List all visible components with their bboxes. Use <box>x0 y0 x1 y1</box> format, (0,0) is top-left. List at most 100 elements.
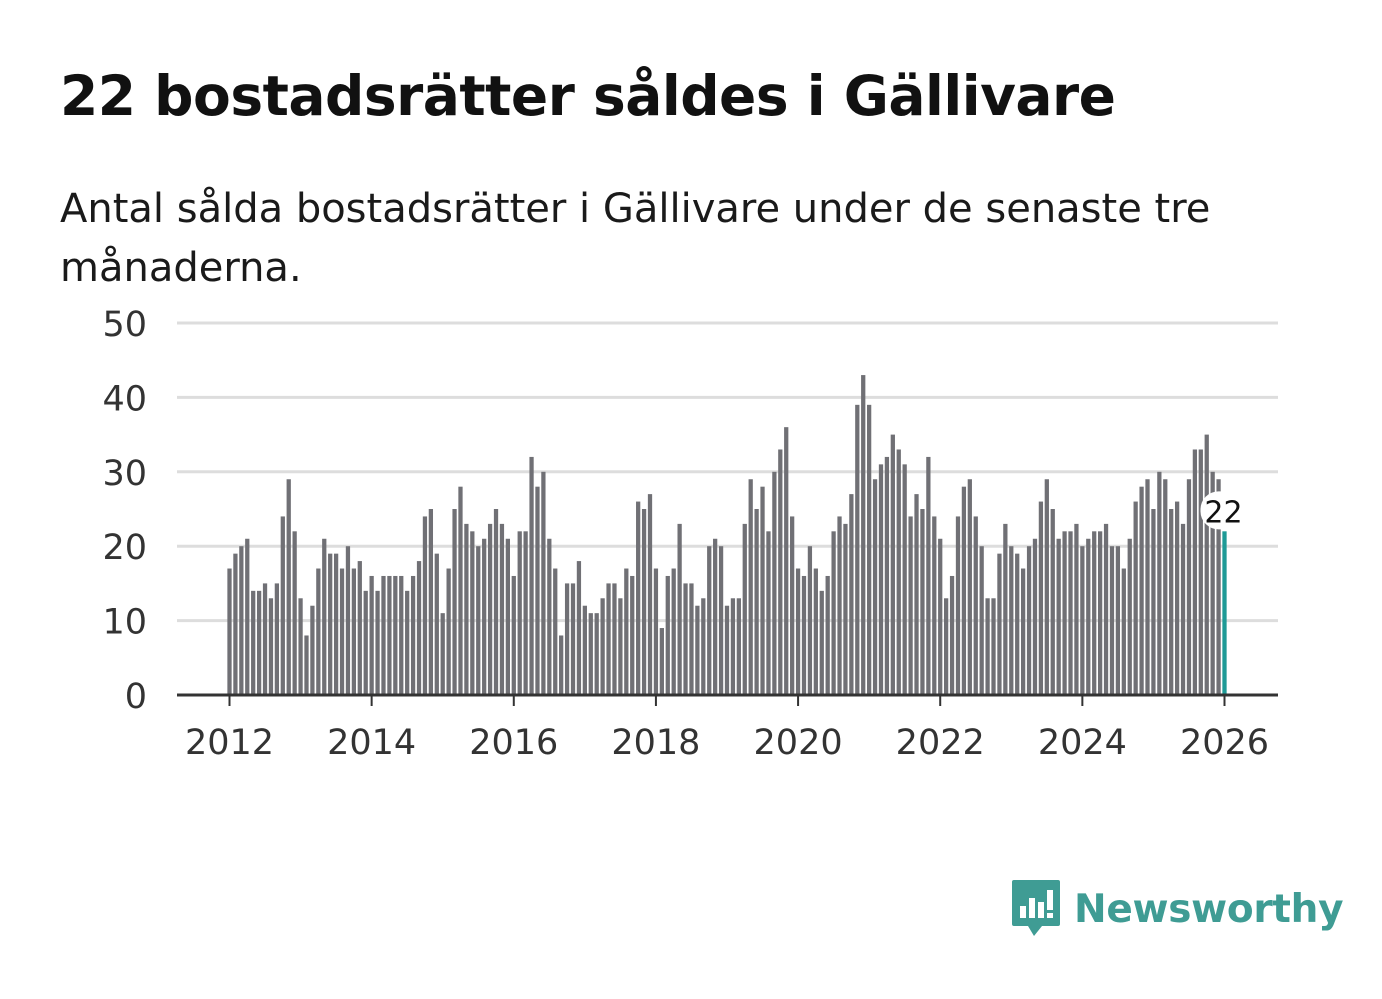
bar <box>582 605 587 695</box>
bar <box>245 538 250 695</box>
bar <box>961 486 967 695</box>
bar <box>529 456 534 695</box>
bar <box>724 605 730 695</box>
y-tick-label: 20 <box>102 528 147 568</box>
bar <box>872 479 878 695</box>
bar <box>795 568 801 695</box>
bar <box>1216 479 1221 695</box>
bar <box>843 523 848 695</box>
bar <box>256 590 262 695</box>
bar <box>434 553 439 695</box>
bar <box>286 479 291 695</box>
bar <box>1210 471 1215 695</box>
bar <box>553 568 558 695</box>
y-tick-label: 30 <box>102 454 147 494</box>
bar <box>416 561 422 695</box>
bar <box>458 486 463 695</box>
bar <box>878 464 884 695</box>
bar <box>949 575 955 695</box>
x-tick-label: 2022 <box>896 723 985 763</box>
bar <box>1174 501 1180 695</box>
bar <box>985 598 990 695</box>
bar <box>328 553 333 695</box>
bar <box>470 531 475 695</box>
bar <box>339 568 345 695</box>
x-tick-label: 2014 <box>327 723 416 763</box>
bar <box>760 486 765 695</box>
bar <box>239 546 244 695</box>
bar <box>570 583 576 695</box>
chart-title: 22 bostadsrätter såldes i Gällivare <box>60 64 1116 128</box>
bar <box>896 449 901 695</box>
bar <box>955 516 961 695</box>
bar <box>535 486 540 695</box>
bar <box>1092 531 1097 695</box>
x-tick-label: 2016 <box>469 723 558 763</box>
bar <box>1003 523 1008 695</box>
bar <box>333 553 339 695</box>
bar <box>612 583 617 695</box>
y-tick-label: 10 <box>102 603 147 643</box>
x-tick-label: 2012 <box>185 723 274 763</box>
brand-name: Newsworthy <box>1074 886 1344 932</box>
bar <box>1074 523 1079 695</box>
bar <box>825 575 830 695</box>
bar <box>482 538 487 695</box>
bar <box>464 523 469 695</box>
bar <box>393 575 398 695</box>
highlight-value-label: 22 <box>1204 495 1242 530</box>
bar <box>387 575 392 695</box>
bar <box>884 456 890 695</box>
bar <box>766 531 771 695</box>
bar <box>1169 509 1174 695</box>
bar <box>683 583 688 695</box>
bar <box>1068 531 1073 695</box>
bar <box>855 404 860 695</box>
bar <box>1186 479 1192 695</box>
bar <box>647 494 653 695</box>
bar <box>748 479 753 695</box>
bar <box>677 523 682 695</box>
bar-highlight <box>1222 531 1227 695</box>
bar <box>707 546 712 695</box>
brand: Newsworthy <box>1010 878 1344 940</box>
bar <box>381 575 386 695</box>
bar <box>1086 538 1091 695</box>
bar <box>1062 531 1067 695</box>
bar <box>280 516 285 695</box>
bar <box>304 635 309 695</box>
bar <box>1127 538 1132 695</box>
bar <box>1020 568 1026 695</box>
bar <box>861 375 866 695</box>
y-axis-ticks: 0 10 20 30 40 50 <box>102 305 147 717</box>
bar <box>227 568 232 695</box>
bar <box>405 590 410 695</box>
bar <box>1026 546 1032 695</box>
chart-subtitle: Antal sålda bostadsrätter i Gällivare un… <box>60 186 1211 291</box>
bar <box>1133 501 1138 695</box>
bar <box>1139 486 1144 695</box>
bar <box>641 509 647 695</box>
bar <box>973 516 978 695</box>
bars <box>227 375 1227 695</box>
bar <box>1056 538 1061 695</box>
bar <box>487 523 493 695</box>
bar <box>742 523 747 695</box>
bar <box>997 553 1002 695</box>
bar <box>1097 531 1103 695</box>
bar <box>363 590 368 695</box>
bar <box>713 538 718 695</box>
bar <box>452 509 457 695</box>
bar <box>316 568 321 695</box>
bar <box>547 538 552 695</box>
bar <box>511 575 516 695</box>
bar <box>618 598 623 695</box>
bar <box>784 427 789 695</box>
bar <box>1080 546 1085 695</box>
bar <box>292 531 297 695</box>
bar <box>274 583 280 695</box>
bar <box>1163 479 1168 695</box>
bar <box>902 464 907 695</box>
bar <box>564 583 570 695</box>
